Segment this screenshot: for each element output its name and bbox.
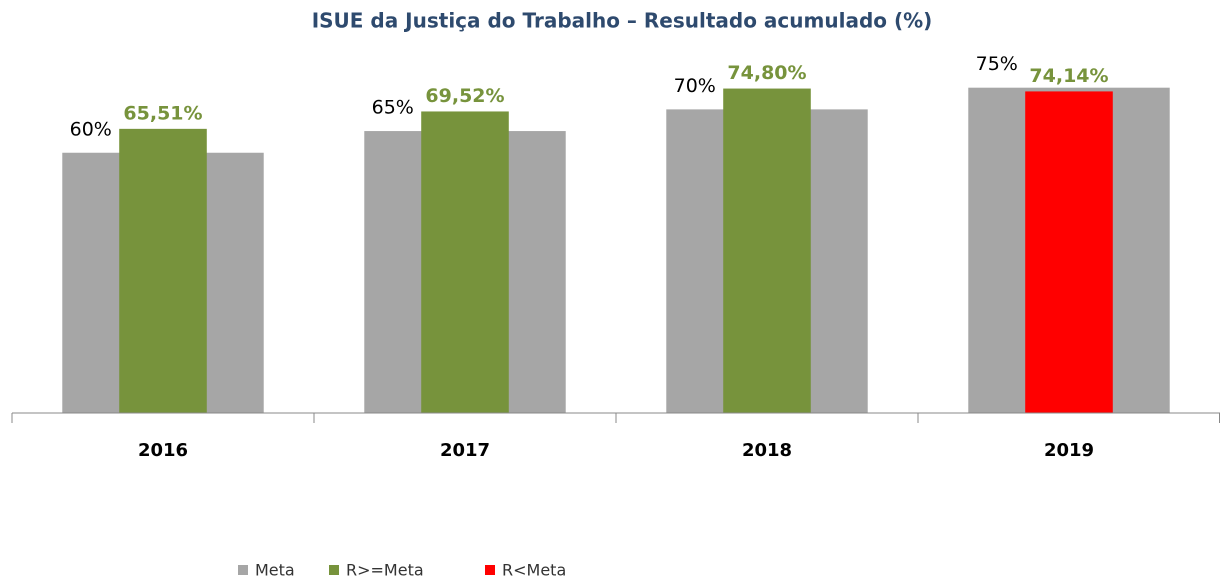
value-label: 69,52% [425,85,504,107]
legend-label: R>=Meta [346,561,424,580]
x-tick-label: 2016 [138,440,188,461]
bar [119,128,207,413]
value-label: 70% [674,75,716,97]
legend-swatch [485,565,495,575]
x-tick-label: 2017 [440,440,490,461]
x-tick-label: 2019 [1044,440,1094,461]
legend-swatch [238,565,248,575]
value-label: 65% [372,97,414,119]
value-label: 60% [70,118,112,140]
bar [1025,91,1113,413]
value-label: 65,51% [123,102,202,124]
bar [723,88,811,414]
chart-title: ISUE da Justiça do Trabalho – Resultado … [312,9,933,33]
bar [421,111,509,413]
value-label: 75% [976,53,1018,75]
value-label: 74,80% [727,62,806,84]
legend-label: Meta [255,561,295,580]
legend-label: R<Meta [502,561,566,580]
value-label: 74,14% [1029,65,1108,87]
x-tick-label: 2018 [742,440,792,461]
legend-swatch [329,565,339,575]
